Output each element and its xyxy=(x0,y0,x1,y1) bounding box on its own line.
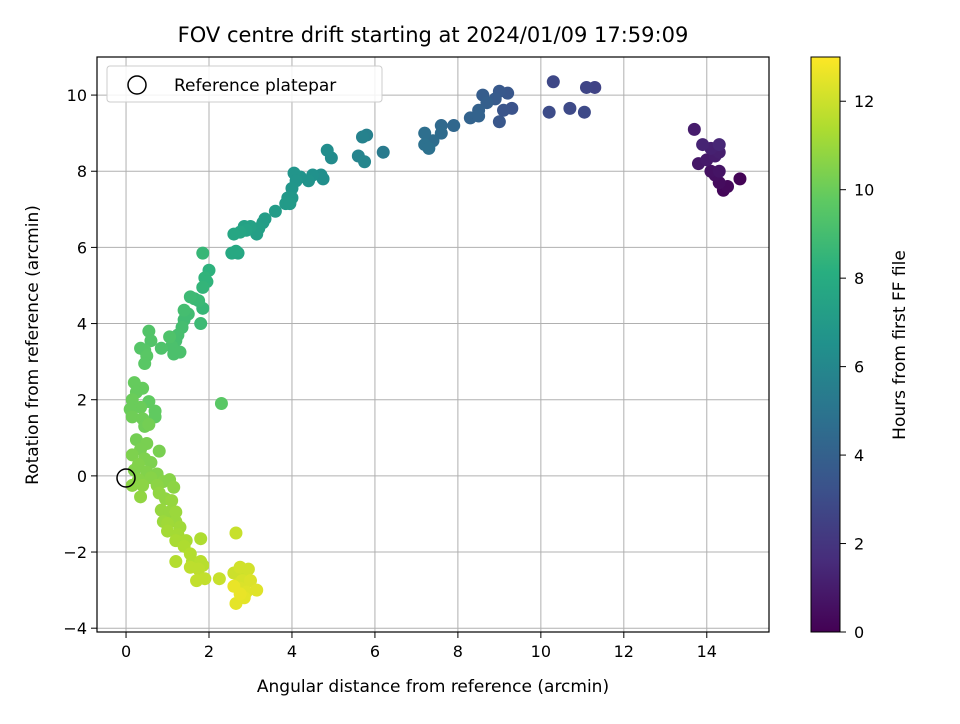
colorbar-tick-label: 2 xyxy=(854,535,864,554)
colorbar-tick-label: 10 xyxy=(854,181,874,200)
colorbar-tick-label: 6 xyxy=(854,358,864,377)
data-point xyxy=(283,197,297,211)
data-point xyxy=(169,555,183,569)
data-point xyxy=(125,410,139,424)
data-point xyxy=(212,572,226,586)
y-tick-label: 4 xyxy=(77,315,87,334)
y-axis-ticks: −4 −2 0 2 4 6 8 10 xyxy=(63,86,97,638)
y-tick-label: 10 xyxy=(67,86,87,105)
data-point xyxy=(173,345,187,359)
data-point xyxy=(480,96,494,110)
data-point xyxy=(192,562,206,576)
x-tick-label: 6 xyxy=(370,642,380,661)
data-point xyxy=(497,103,511,117)
x-axis-ticks: 0 2 4 6 8 10 12 14 xyxy=(121,632,717,661)
colorbar-gradient xyxy=(810,56,841,633)
data-point xyxy=(154,341,168,355)
data-point xyxy=(134,490,148,504)
y-tick-label: 2 xyxy=(77,391,87,410)
data-point xyxy=(577,105,591,119)
data-point xyxy=(152,444,166,458)
data-point xyxy=(687,122,701,136)
data-point xyxy=(214,397,228,411)
colorbar: 0 2 4 6 8 10 12 Hours from first FF file xyxy=(810,56,910,642)
legend-marker xyxy=(127,75,147,95)
data-point xyxy=(196,280,210,294)
data-point xyxy=(125,448,139,462)
data-point xyxy=(422,141,436,155)
x-tick-label: 14 xyxy=(697,642,717,661)
data-point xyxy=(134,400,148,414)
colorbar-ticks: 0 2 4 6 8 10 12 xyxy=(840,92,874,642)
data-point xyxy=(320,143,334,157)
legend-label: Reference platepar xyxy=(174,76,336,96)
x-tick-label: 12 xyxy=(614,642,634,661)
data-point xyxy=(358,155,372,169)
data-point xyxy=(227,579,241,593)
data-point xyxy=(138,357,152,371)
x-tick-label: 2 xyxy=(204,642,214,661)
data-point xyxy=(144,334,158,348)
data-point xyxy=(250,583,264,597)
y-tick-label: 8 xyxy=(77,162,87,181)
data-point xyxy=(355,130,369,144)
colorbar-tick-label: 8 xyxy=(854,269,864,288)
data-point xyxy=(163,330,177,344)
data-points xyxy=(123,75,747,610)
reference-marker xyxy=(116,468,136,488)
data-point xyxy=(418,126,432,140)
x-axis-label: Angular distance from reference (arcmin) xyxy=(257,677,609,697)
data-point xyxy=(733,172,747,186)
data-point xyxy=(229,526,243,540)
data-point xyxy=(472,109,486,123)
data-point xyxy=(563,101,577,115)
data-point xyxy=(229,244,243,258)
data-point xyxy=(227,227,241,241)
x-tick-label: 0 xyxy=(121,642,131,661)
data-point xyxy=(177,303,191,317)
data-point xyxy=(196,246,210,260)
data-point xyxy=(142,417,156,431)
data-point xyxy=(194,532,208,546)
y-axis-label: Rotation from reference (arcmin) xyxy=(23,205,43,485)
data-point xyxy=(169,505,183,519)
data-point xyxy=(546,75,560,89)
data-point xyxy=(268,204,282,218)
data-point xyxy=(183,290,197,304)
y-tick-label: −2 xyxy=(63,543,87,562)
data-point xyxy=(492,115,506,129)
data-point xyxy=(542,105,556,119)
data-point xyxy=(167,480,181,494)
data-point xyxy=(712,164,726,178)
data-point xyxy=(194,317,208,331)
data-point xyxy=(447,119,461,133)
y-tick-label: 0 xyxy=(77,467,87,486)
data-point xyxy=(161,524,175,538)
x-tick-label: 10 xyxy=(531,642,551,661)
data-point xyxy=(165,494,179,508)
grid-lines xyxy=(97,57,769,632)
y-tick-label: 6 xyxy=(77,238,87,257)
data-point xyxy=(579,80,593,94)
data-point xyxy=(434,126,448,140)
data-point xyxy=(712,138,726,152)
plot-frame xyxy=(96,56,770,633)
y-tick-label: −4 xyxy=(63,619,87,638)
data-point xyxy=(696,138,710,152)
data-point xyxy=(136,478,150,492)
colorbar-tick-label: 4 xyxy=(854,446,864,465)
chart-title: FOV centre drift starting at 2024/01/09 … xyxy=(178,23,689,47)
colorbar-tick-label: 0 xyxy=(854,623,864,642)
x-tick-label: 8 xyxy=(453,642,463,661)
data-point xyxy=(241,562,255,576)
x-tick-label: 4 xyxy=(287,642,297,661)
data-point xyxy=(198,572,212,586)
colorbar-label: Hours from first FF file xyxy=(890,250,910,440)
legend: Reference platepar xyxy=(106,65,383,103)
data-point xyxy=(243,574,257,588)
legend-box xyxy=(106,65,383,103)
colorbar-tick-label: 12 xyxy=(854,92,874,111)
data-point xyxy=(376,145,390,159)
